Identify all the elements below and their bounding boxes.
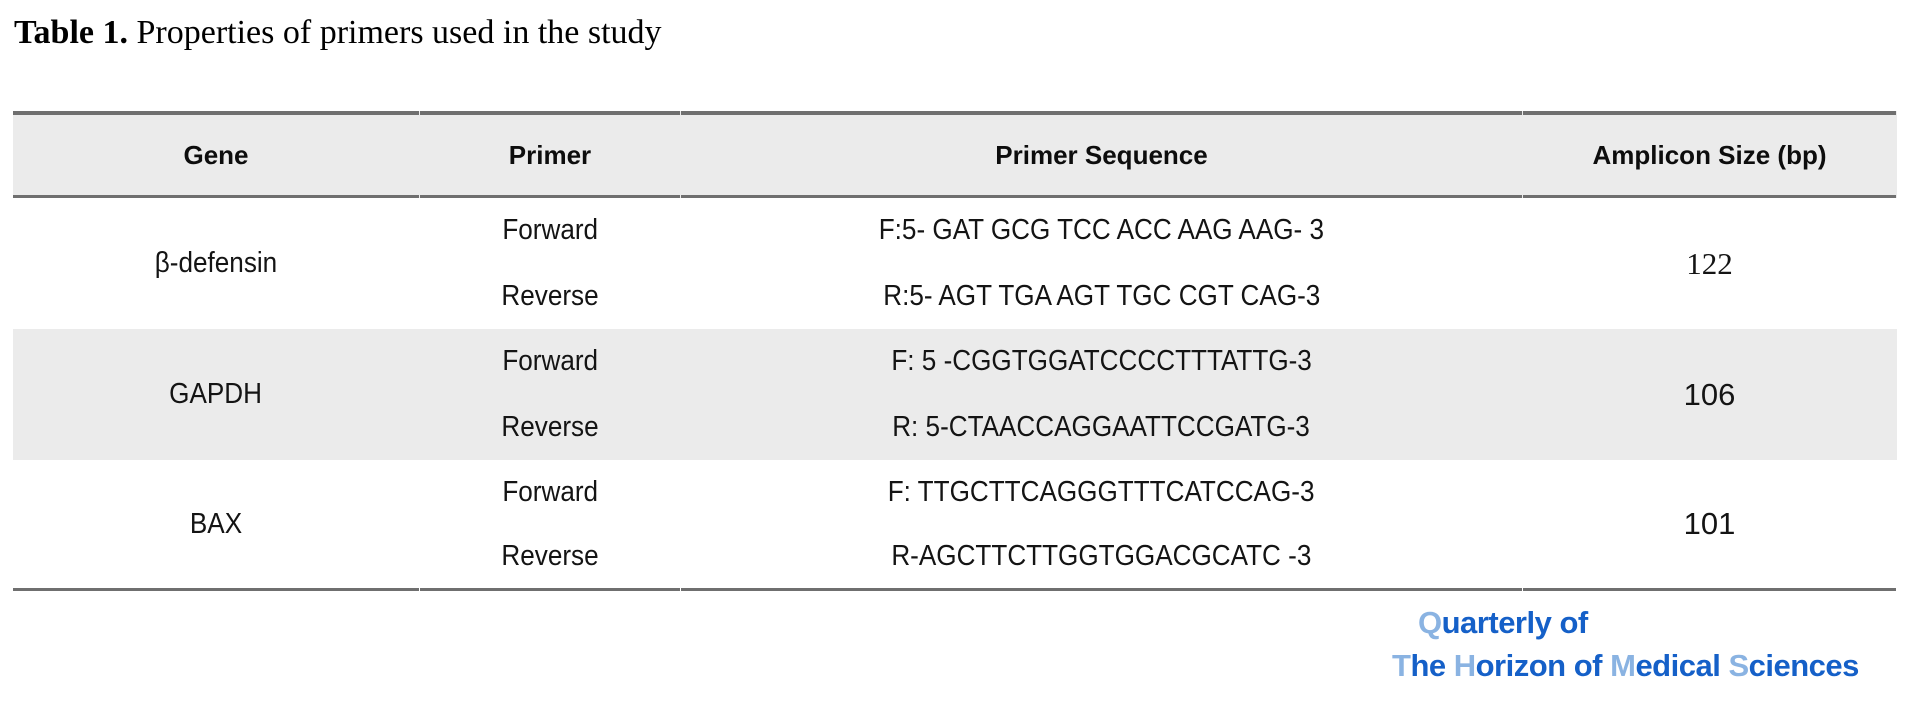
- header-cell-amplicon-size: Amplicon Size (bp): [1523, 111, 1896, 198]
- sequence-text: F:5- GAT GCG TCC ACC AAG AAG- 3: [878, 214, 1325, 247]
- primer-direction-reverse: Reverse: [420, 395, 680, 461]
- table-header-row: Gene Primer Primer Sequence Amplicon Siz…: [13, 111, 1897, 198]
- primer-direction-label: Forward: [502, 475, 598, 508]
- amplicon-size-value: 106: [1683, 376, 1736, 412]
- primer-direction-cell: Forward Reverse: [420, 198, 680, 329]
- logo-text-segment: ciences: [1748, 648, 1860, 683]
- sequence-forward: F: TTGCTTCAGGGTTTCATCCAG-3: [681, 460, 1522, 524]
- primer-direction-label: Forward: [502, 345, 598, 378]
- primer-direction-forward: Forward: [420, 460, 680, 524]
- sequence-text: F: 5 -CGGTGGATCCCCTTTATTG-3: [891, 345, 1312, 378]
- gene-cell: GAPDH: [13, 329, 419, 460]
- table-caption-text: Properties of primers used in the study: [128, 14, 662, 51]
- gene-name: β-defensin: [154, 247, 278, 279]
- primer-direction-forward: Forward: [420, 329, 680, 395]
- gene-cell: BAX: [13, 460, 419, 591]
- amplicon-size-cell: 101: [1523, 460, 1896, 591]
- gene-cell: β-defensin: [13, 198, 419, 329]
- amplicon-size-cell: 106: [1523, 329, 1896, 460]
- header-cell-primer-sequence: Primer Sequence: [681, 111, 1522, 198]
- primer-direction-reverse: Reverse: [420, 264, 680, 330]
- sequence-text: R: 5-CTAACCAGGAATTCCGATG-3: [892, 410, 1311, 443]
- primers-table: Gene Primer Primer Sequence Amplicon Siz…: [13, 111, 1897, 591]
- sequence-forward: F: 5 -CGGTGGATCCCCTTTATTG-3: [681, 329, 1522, 395]
- primer-direction-cell: Forward Reverse: [420, 329, 680, 460]
- sequence-text: R:5- AGT TGA AGT TGC CGT CAG-3: [882, 279, 1321, 312]
- primer-sequence-cell: F: TTGCTTCAGGGTTTCATCCAG-3 R-AGCTTCTTGGT…: [681, 460, 1522, 591]
- logo-text-segment: T: [1392, 648, 1411, 683]
- header-cell-gene: Gene: [13, 111, 419, 198]
- logo-text-segment: M: [1610, 648, 1636, 683]
- primer-direction-label: Reverse: [501, 539, 599, 572]
- amplicon-size-value: 101: [1683, 506, 1736, 541]
- table-caption: Table 1. Properties of primers used in t…: [14, 14, 662, 52]
- sequence-text: F: TTGCTTCAGGGTTTCATCCAG-3: [888, 475, 1315, 508]
- primer-direction-label: Reverse: [501, 279, 599, 312]
- amplicon-size-cell: 122: [1523, 198, 1896, 329]
- sequence-reverse: R-AGCTTCTTGGTGGACGCATC -3: [681, 524, 1522, 588]
- primer-direction-reverse: Reverse: [420, 524, 680, 588]
- table-row: GAPDH Forward Reverse F: 5 -CGGTGGATCCCC…: [13, 329, 1897, 460]
- primer-sequence-cell: F: 5 -CGGTGGATCCCCTTTATTG-3 R: 5-CTAACCA…: [681, 329, 1522, 460]
- logo-text-segment: edical: [1635, 648, 1729, 683]
- primer-direction-forward: Forward: [420, 198, 680, 264]
- gene-name: BAX: [189, 507, 243, 540]
- journal-logo: Quarterly of The Horizon of Medical Scie…: [1392, 601, 1859, 687]
- header-cell-primer: Primer: [420, 111, 680, 198]
- table-row: β-defensin Forward Reverse F:5- GAT GCG …: [13, 198, 1897, 329]
- logo-text-segment: he: [1410, 648, 1454, 683]
- journal-logo-line2: The Horizon of Medical Sciences: [1392, 644, 1859, 687]
- primer-direction-label: Forward: [502, 214, 598, 247]
- amplicon-size-value: 122: [1686, 245, 1733, 281]
- primer-direction-cell: Forward Reverse: [420, 460, 680, 591]
- primer-sequence-cell: F:5- GAT GCG TCC ACC AAG AAG- 3 R:5- AGT…: [681, 198, 1522, 329]
- sequence-reverse: R:5- AGT TGA AGT TGC CGT CAG-3: [681, 264, 1522, 330]
- table-caption-label: Table 1.: [14, 14, 129, 51]
- sequence-forward: F:5- GAT GCG TCC ACC AAG AAG- 3: [681, 198, 1522, 264]
- logo-text-segment: Q: [1418, 605, 1442, 640]
- logo-text-segment: uarterly of: [1441, 605, 1589, 640]
- logo-text-segment: H: [1453, 648, 1476, 683]
- table-row: BAX Forward Reverse F: TTGCTTCAGGGTTTCAT…: [13, 460, 1897, 591]
- sequence-text: R-AGCTTCTTGGTGGACGCATC -3: [891, 539, 1312, 572]
- sequence-reverse: R: 5-CTAACCAGGAATTCCGATG-3: [681, 395, 1522, 461]
- logo-text-segment: orizon of: [1475, 648, 1611, 683]
- journal-logo-line1: Quarterly of: [1418, 601, 1859, 644]
- logo-text-segment: S: [1728, 648, 1749, 683]
- primer-direction-label: Reverse: [501, 410, 599, 443]
- gene-name: GAPDH: [169, 378, 263, 410]
